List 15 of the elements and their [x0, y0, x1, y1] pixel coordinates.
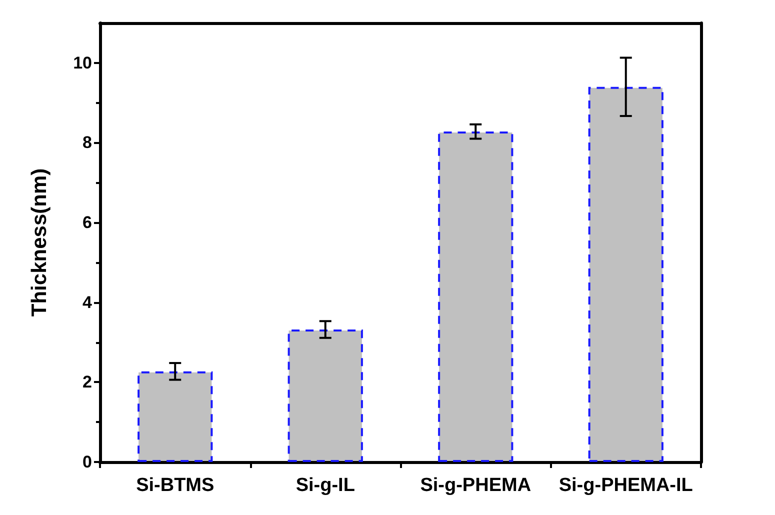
- y-tick-label: 6: [82, 213, 92, 232]
- x-tick-label: Si-g-IL: [296, 475, 356, 496]
- bar: [588, 86, 664, 462]
- x-tick-label: Si-g-PHEMA-IL: [558, 475, 694, 496]
- bar: [438, 132, 514, 462]
- y-tick-label: 2: [82, 372, 92, 392]
- y-tick-label: 0: [82, 452, 92, 472]
- y-tick-label: 4: [82, 292, 93, 312]
- bar: [138, 371, 213, 462]
- y-tick-label: 8: [82, 133, 92, 152]
- x-tick-label: Si-g-PHEMA: [420, 475, 532, 496]
- y-tick-label: 10: [73, 53, 92, 72]
- bar: [288, 330, 363, 462]
- x-tick-label: Si-BTMS: [136, 475, 214, 496]
- y-axis-title: Thickness(nm): [28, 168, 51, 317]
